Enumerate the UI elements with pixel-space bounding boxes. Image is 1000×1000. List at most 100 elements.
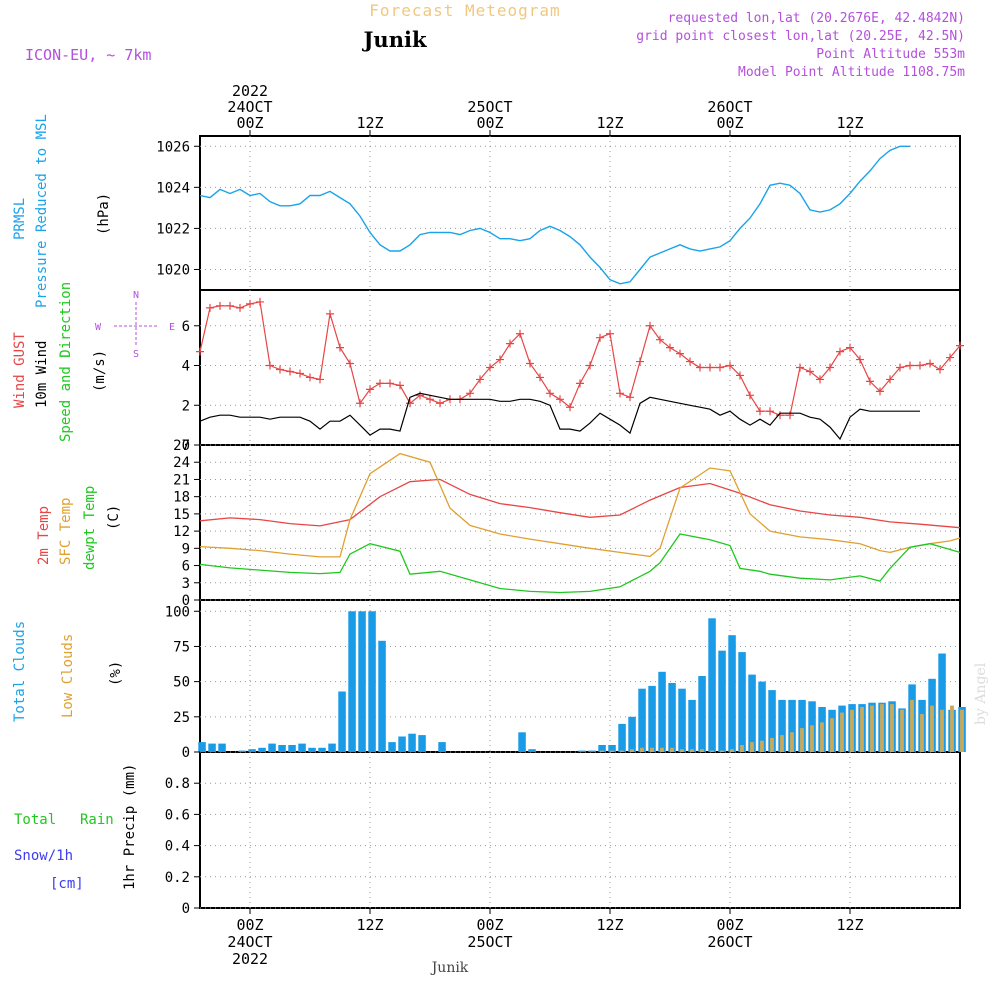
gust-marker bbox=[296, 369, 304, 378]
pressure-line bbox=[199, 145, 910, 285]
gust-marker bbox=[246, 299, 254, 308]
y-tick-label: 100 bbox=[165, 604, 190, 620]
low-cloud-bar bbox=[940, 709, 944, 752]
top-time-label: 26OCT bbox=[707, 98, 752, 116]
gust-marker bbox=[596, 333, 604, 342]
total-cloud-bar bbox=[528, 749, 536, 752]
gust-marker bbox=[946, 353, 954, 362]
low-cloud-bar bbox=[680, 749, 684, 752]
gridlines bbox=[200, 136, 960, 909]
low-cloud-bar bbox=[710, 750, 714, 752]
total-cloud-bar bbox=[708, 618, 716, 752]
total-cloud-bar bbox=[768, 690, 776, 752]
low-cloud-bar bbox=[700, 749, 704, 752]
wind10m-line bbox=[199, 392, 920, 441]
low-cloud-bar bbox=[760, 740, 764, 752]
total-cloud-bar bbox=[278, 745, 286, 752]
compass-e: E bbox=[169, 322, 175, 333]
rain-label: Rain bbox=[80, 812, 114, 828]
low-cloud-bar bbox=[810, 725, 814, 752]
low-cloud-bar bbox=[820, 722, 824, 752]
top-time-label: 00Z bbox=[476, 114, 503, 132]
low-cloud-bar bbox=[870, 705, 874, 752]
gust-marker bbox=[326, 309, 334, 318]
low-cloud-bar bbox=[750, 742, 754, 752]
gust-marker bbox=[236, 303, 244, 312]
top-time-label: 25OCT bbox=[467, 98, 512, 116]
gust-marker bbox=[526, 359, 534, 368]
gust-marker bbox=[806, 367, 814, 376]
panel-side-labels: PRMSL Pressure Reduced to MSL (hPa) Wind… bbox=[12, 114, 175, 892]
y-tick-label: 21 bbox=[173, 472, 190, 488]
total-cloud-bar bbox=[198, 742, 206, 752]
temp-unit-label: (C) bbox=[106, 505, 122, 530]
total-cloud-bar bbox=[638, 688, 646, 752]
pressure-desc-label: Pressure Reduced to MSL bbox=[34, 114, 50, 308]
sfc-temp-line bbox=[199, 452, 961, 558]
top-time-label: 12Z bbox=[356, 114, 383, 132]
low-cloud-bar bbox=[640, 747, 644, 752]
low-cloud-bar bbox=[650, 747, 654, 752]
low-clouds-label: Low Clouds bbox=[60, 634, 76, 718]
bottom-time-label: 00Z bbox=[236, 916, 263, 934]
bottom-time-label: 12Z bbox=[836, 916, 863, 934]
total-cloud-bar bbox=[748, 674, 756, 752]
gust-marker bbox=[386, 379, 394, 388]
total-cloud-bar bbox=[728, 635, 736, 752]
low-cloud-bar bbox=[780, 735, 784, 752]
top-time-label: 00Z bbox=[716, 114, 743, 132]
snow-unit-label: [cm] bbox=[50, 876, 84, 892]
gust-marker bbox=[826, 363, 834, 372]
gust-marker bbox=[376, 379, 384, 388]
total-cloud-bar bbox=[798, 699, 806, 752]
gust-marker bbox=[896, 363, 904, 372]
low-cloud-bar bbox=[730, 749, 734, 752]
total-cloud-bar bbox=[578, 750, 586, 752]
low-cloud-bar bbox=[740, 745, 744, 752]
total-cloud-bar bbox=[318, 747, 326, 752]
axes-labels: 1020102210241026024603691215182124270255… bbox=[156, 82, 863, 968]
total-cloud-bar bbox=[218, 743, 226, 752]
gust-marker bbox=[926, 359, 934, 368]
gust-marker bbox=[476, 375, 484, 384]
low-cloud-bar bbox=[670, 747, 674, 752]
top-time-label: 24OCT bbox=[227, 98, 272, 116]
gust-marker bbox=[336, 343, 344, 352]
top-time-label: 12Z bbox=[836, 114, 863, 132]
total-cloud-bar bbox=[618, 723, 626, 752]
total-cloud-bar bbox=[608, 745, 616, 752]
low-cloud-bar bbox=[770, 737, 774, 752]
chart-marks bbox=[196, 145, 966, 752]
y-tick-label: 0 bbox=[182, 438, 190, 454]
chart-title: Forecast Meteogram bbox=[369, 1, 560, 20]
clouds-unit-label: (%) bbox=[108, 661, 124, 686]
total-cloud-bar bbox=[368, 611, 376, 752]
total-cloud-bar bbox=[588, 750, 596, 752]
snow-label: Snow/1h bbox=[14, 848, 73, 864]
gust-marker bbox=[666, 343, 674, 352]
gust-marker bbox=[586, 361, 594, 370]
total-cloud-bar bbox=[938, 653, 946, 752]
y-tick-label: 18 bbox=[173, 490, 190, 506]
gust-marker bbox=[916, 361, 924, 370]
gust-marker bbox=[696, 363, 704, 372]
gust-marker bbox=[226, 301, 234, 310]
total-cloud-bar bbox=[328, 743, 336, 752]
gust-label: Wind GUST bbox=[12, 332, 28, 408]
gust-marker bbox=[736, 371, 744, 380]
total-cloud-bar bbox=[438, 742, 446, 752]
wind-speed-dir-label: Speed and Direction bbox=[58, 282, 74, 442]
gust-marker bbox=[466, 389, 474, 398]
total-cloud-bar bbox=[628, 716, 636, 752]
bottom-time-label: 26OCT bbox=[707, 933, 752, 951]
y-tick-label: 1024 bbox=[156, 180, 190, 196]
total-cloud-bar bbox=[518, 732, 526, 752]
total-cloud-bar bbox=[418, 735, 426, 752]
gust-marker bbox=[346, 359, 354, 368]
low-cloud-bar bbox=[660, 747, 664, 752]
credit-watermark: by Angel bbox=[973, 662, 989, 725]
low-cloud-bar bbox=[800, 728, 804, 752]
gust-marker bbox=[796, 363, 804, 372]
footer-location: Junik bbox=[430, 960, 469, 976]
model-label: ICON-EU, ~ 7km bbox=[25, 46, 151, 64]
